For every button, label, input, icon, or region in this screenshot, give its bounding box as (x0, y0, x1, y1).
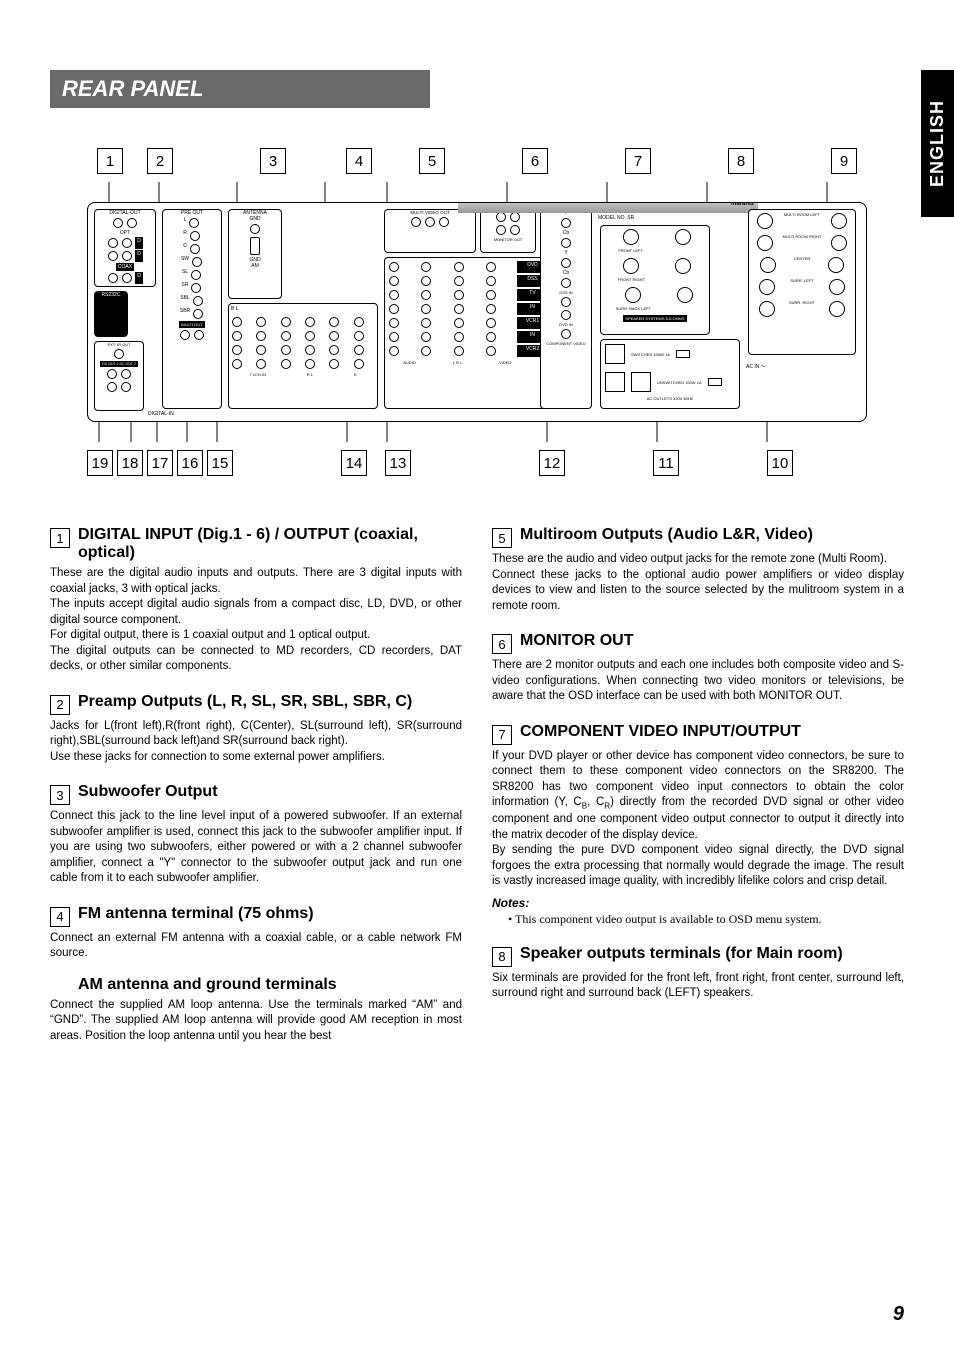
sec-title-3: Subwoofer Output (78, 783, 218, 801)
label-switched: SWITCHED 100W 1A (631, 352, 670, 357)
section-2: 2 Preamp Outputs (L, R, SL, SR, SBL, SBR… (50, 693, 462, 766)
callout-8: 8 (728, 148, 754, 174)
callout-11: 11 (653, 450, 679, 476)
label-preout: PRE OUT (163, 210, 221, 216)
section-3: 3 Subwoofer Output Connect this jack to … (50, 783, 462, 887)
label-sr: SURR. RIGHT (789, 300, 815, 318)
section-5: 5 Multiroom Outputs (Audio L&R, Video) T… (492, 526, 904, 614)
callout-19: 19 (87, 450, 113, 476)
label-dcout: DC OUT 1 DC OUT 2 (100, 361, 138, 367)
callout-3: 3 (260, 148, 286, 174)
callout-7: 7 (625, 148, 651, 174)
right-column: 5 Multiroom Outputs (Audio L&R, Video) T… (492, 526, 904, 1062)
sec-body-2: Jacks for L(front left),R(front right), … (50, 719, 462, 766)
label-acin: AC IN ～ (746, 363, 766, 370)
sec-num-2: 2 (50, 695, 70, 715)
sec-body-5: These are the audio and video output jac… (492, 552, 904, 614)
content-columns: 1 DIGITAL INPUT (Dig.1 - 6) / OUTPUT (co… (50, 526, 904, 1062)
label-dssin: DSS IN (541, 290, 591, 295)
label-speakersys: SPEAKER SYSTEMS 5-8 OHMS (623, 315, 686, 322)
sec-body-3: Connect this jack to the line level inpu… (50, 809, 462, 887)
section-1: 1 DIGITAL INPUT (Dig.1 - 6) / OUTPUT (co… (50, 526, 462, 675)
sec-title-7: COMPONENT VIDEO INPUT/OUTPUT (520, 723, 801, 741)
sec-num-3: 3 (50, 785, 70, 805)
sec-title-1: DIGITAL INPUT (Dig.1 - 6) / OUTPUT (coax… (78, 526, 462, 562)
label-model: MODEL NO. SR (598, 215, 634, 221)
sec-body-8: Six terminals are provided for the front… (492, 971, 904, 1002)
sec-body-6: There are 2 monitor outputs and each one… (492, 658, 904, 705)
callout-10: 10 (767, 450, 793, 476)
rear-panel-diagram: 1 2 3 4 5 6 7 8 9 DIGITAL-OUT (87, 148, 867, 476)
sec-num-6: 6 (492, 634, 512, 654)
sec-title-5: Multiroom Outputs (Audio L&R, Video) (520, 526, 813, 544)
sec-title-4: FM antenna terminal (75 ohms) (78, 905, 314, 923)
label-digital-in: DIGITAL-IN (148, 411, 174, 417)
section-8: 8 Speaker outputs terminals (for Main ro… (492, 945, 904, 1002)
label-coax: COAX (95, 263, 155, 271)
sec-num-1: 1 (50, 528, 70, 548)
notes-label: Notes: (492, 896, 904, 910)
callout-1: 1 (97, 148, 123, 174)
sec-body-7: If your DVD player or other device has c… (492, 749, 904, 890)
callout-13: 13 (385, 450, 411, 476)
page-number: 9 (893, 1303, 904, 1326)
label-monitor-out: MONITOR OUT (481, 237, 535, 242)
label-audio: AUDIO (403, 360, 416, 365)
label-video: VIDEO (499, 360, 511, 365)
label-gnd: GND (229, 216, 281, 222)
section-4: 4 FM antenna terminal (75 ohms) Connect … (50, 905, 462, 1045)
label-dvdin: DVD IN (541, 322, 591, 327)
label-sbl: SURR. BACK LEFT (616, 306, 651, 311)
callout-17: 17 (147, 450, 173, 476)
section-7: 7 COMPONENT VIDEO INPUT/OUTPUT If your D… (492, 723, 904, 927)
callout-6: 6 (522, 148, 548, 174)
label-am: AM (229, 263, 281, 269)
sec-body-1: These are the digital audio inputs and o… (50, 566, 462, 675)
sec-num-8: 8 (492, 947, 512, 967)
callout-2: 2 (147, 148, 173, 174)
label-fl: FRONT LEFT (618, 248, 643, 253)
sec-num-4: 4 (50, 907, 70, 927)
callout-18: 18 (117, 450, 143, 476)
callout-9: 9 (831, 148, 857, 174)
left-column: 1 DIGITAL INPUT (Dig.1 - 6) / OUTPUT (co… (50, 526, 462, 1062)
note-item: • This component video output is availab… (508, 912, 904, 927)
page-header: REAR PANEL (50, 70, 430, 108)
sec-title-6: MONITOR OUT (520, 632, 633, 650)
label-fr: FRONT RIGHT (618, 277, 645, 282)
label-sl: SURR. LEFT (790, 278, 813, 296)
language-tab: ENGLISH (921, 70, 954, 217)
label-acoutlets: AC OUTLETS 120V 60HZ (601, 396, 739, 401)
label-opt: OPT (95, 230, 155, 236)
label-digital-out: DIGITAL-OUT (95, 210, 155, 216)
sec-body-4a: Connect an external FM antenna with a co… (50, 931, 462, 962)
callout-16: 16 (177, 450, 203, 476)
sec-num-7: 7 (492, 725, 512, 745)
label-ext-ir: EXT. IR OUT (95, 342, 143, 347)
label-unswitched: UNSWITCHED 100W 1A (657, 380, 702, 385)
brand-strip: marantz (458, 202, 758, 213)
section-6: 6 MONITOR OUT There are 2 monitor output… (492, 632, 904, 705)
label-center: CENTER (794, 256, 810, 274)
sec-body-4b: Connect the supplied AM loop antenna. Us… (50, 998, 462, 1045)
top-callouts: 1 2 3 4 5 6 7 8 9 (87, 148, 867, 174)
sec-title-2: Preamp Outputs (L, R, SL, SR, SBL, SBR, … (78, 693, 412, 711)
sec-title-8: Speaker outputs terminals (for Main room… (520, 945, 843, 963)
sec-num-5: 5 (492, 528, 512, 548)
bottom-callouts: 19 18 17 16 15 14 13 12 11 10 (87, 450, 867, 476)
callout-12: 12 (539, 450, 565, 476)
label-compvideo: COMPONENT VIDEO (541, 341, 591, 346)
label-mrr: MULTI ROOM RIGHT (783, 234, 822, 252)
rear-panel-illustration: DIGITAL-OUT OPT D D COAX D RS232C EXT. I… (87, 202, 867, 422)
label-71ch: 7.1CH-IN (249, 372, 266, 377)
sec-subtitle-4: AM antenna and ground terminals (78, 976, 462, 994)
callout-4: 4 (346, 148, 372, 174)
label-mrl: MULTI ROOM LEFT (784, 212, 820, 230)
callout-5: 5 (419, 148, 445, 174)
callout-14: 14 (341, 450, 367, 476)
label-rs232c: RS232C (95, 292, 127, 298)
callout-15: 15 (207, 450, 233, 476)
